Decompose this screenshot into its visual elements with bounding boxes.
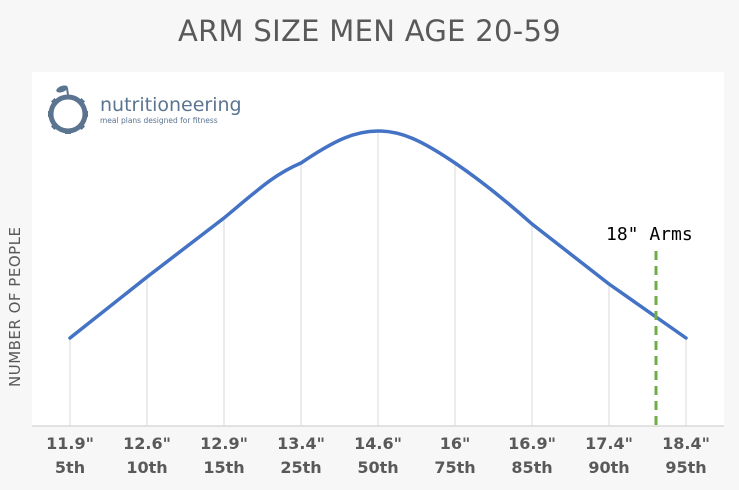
x-tick: 13.4" 25th: [277, 434, 325, 477]
distribution-curve: [68, 129, 688, 340]
x-tick: 12.9" 15th: [200, 434, 248, 477]
chart-title: ARM SIZE MEN AGE 20-59: [177, 14, 562, 48]
x-tick: 14.6" 50th: [354, 434, 402, 477]
gridlines: [69, 131, 687, 426]
apple-gear-icon: [48, 85, 88, 134]
annotation-18-inch-arms: 18" Arms: [606, 224, 693, 245]
logo-name: nutritioneering: [100, 93, 242, 116]
x-tick: 17.4" 90th: [585, 434, 633, 477]
x-tick: 16" 75th: [434, 434, 476, 477]
y-axis-label: NUMBER OF PEOPLE: [6, 226, 24, 387]
logo-tagline: meal plans designed for fitness: [100, 115, 218, 125]
x-tick: 16.9" 85th: [508, 434, 556, 477]
x-tick: 11.9" 5th: [46, 434, 94, 477]
x-tick: 12.6" 10th: [123, 434, 171, 477]
logo: nutritioneering meal plans designed for …: [46, 84, 242, 136]
x-tick: 18.4" 95th: [662, 434, 710, 477]
